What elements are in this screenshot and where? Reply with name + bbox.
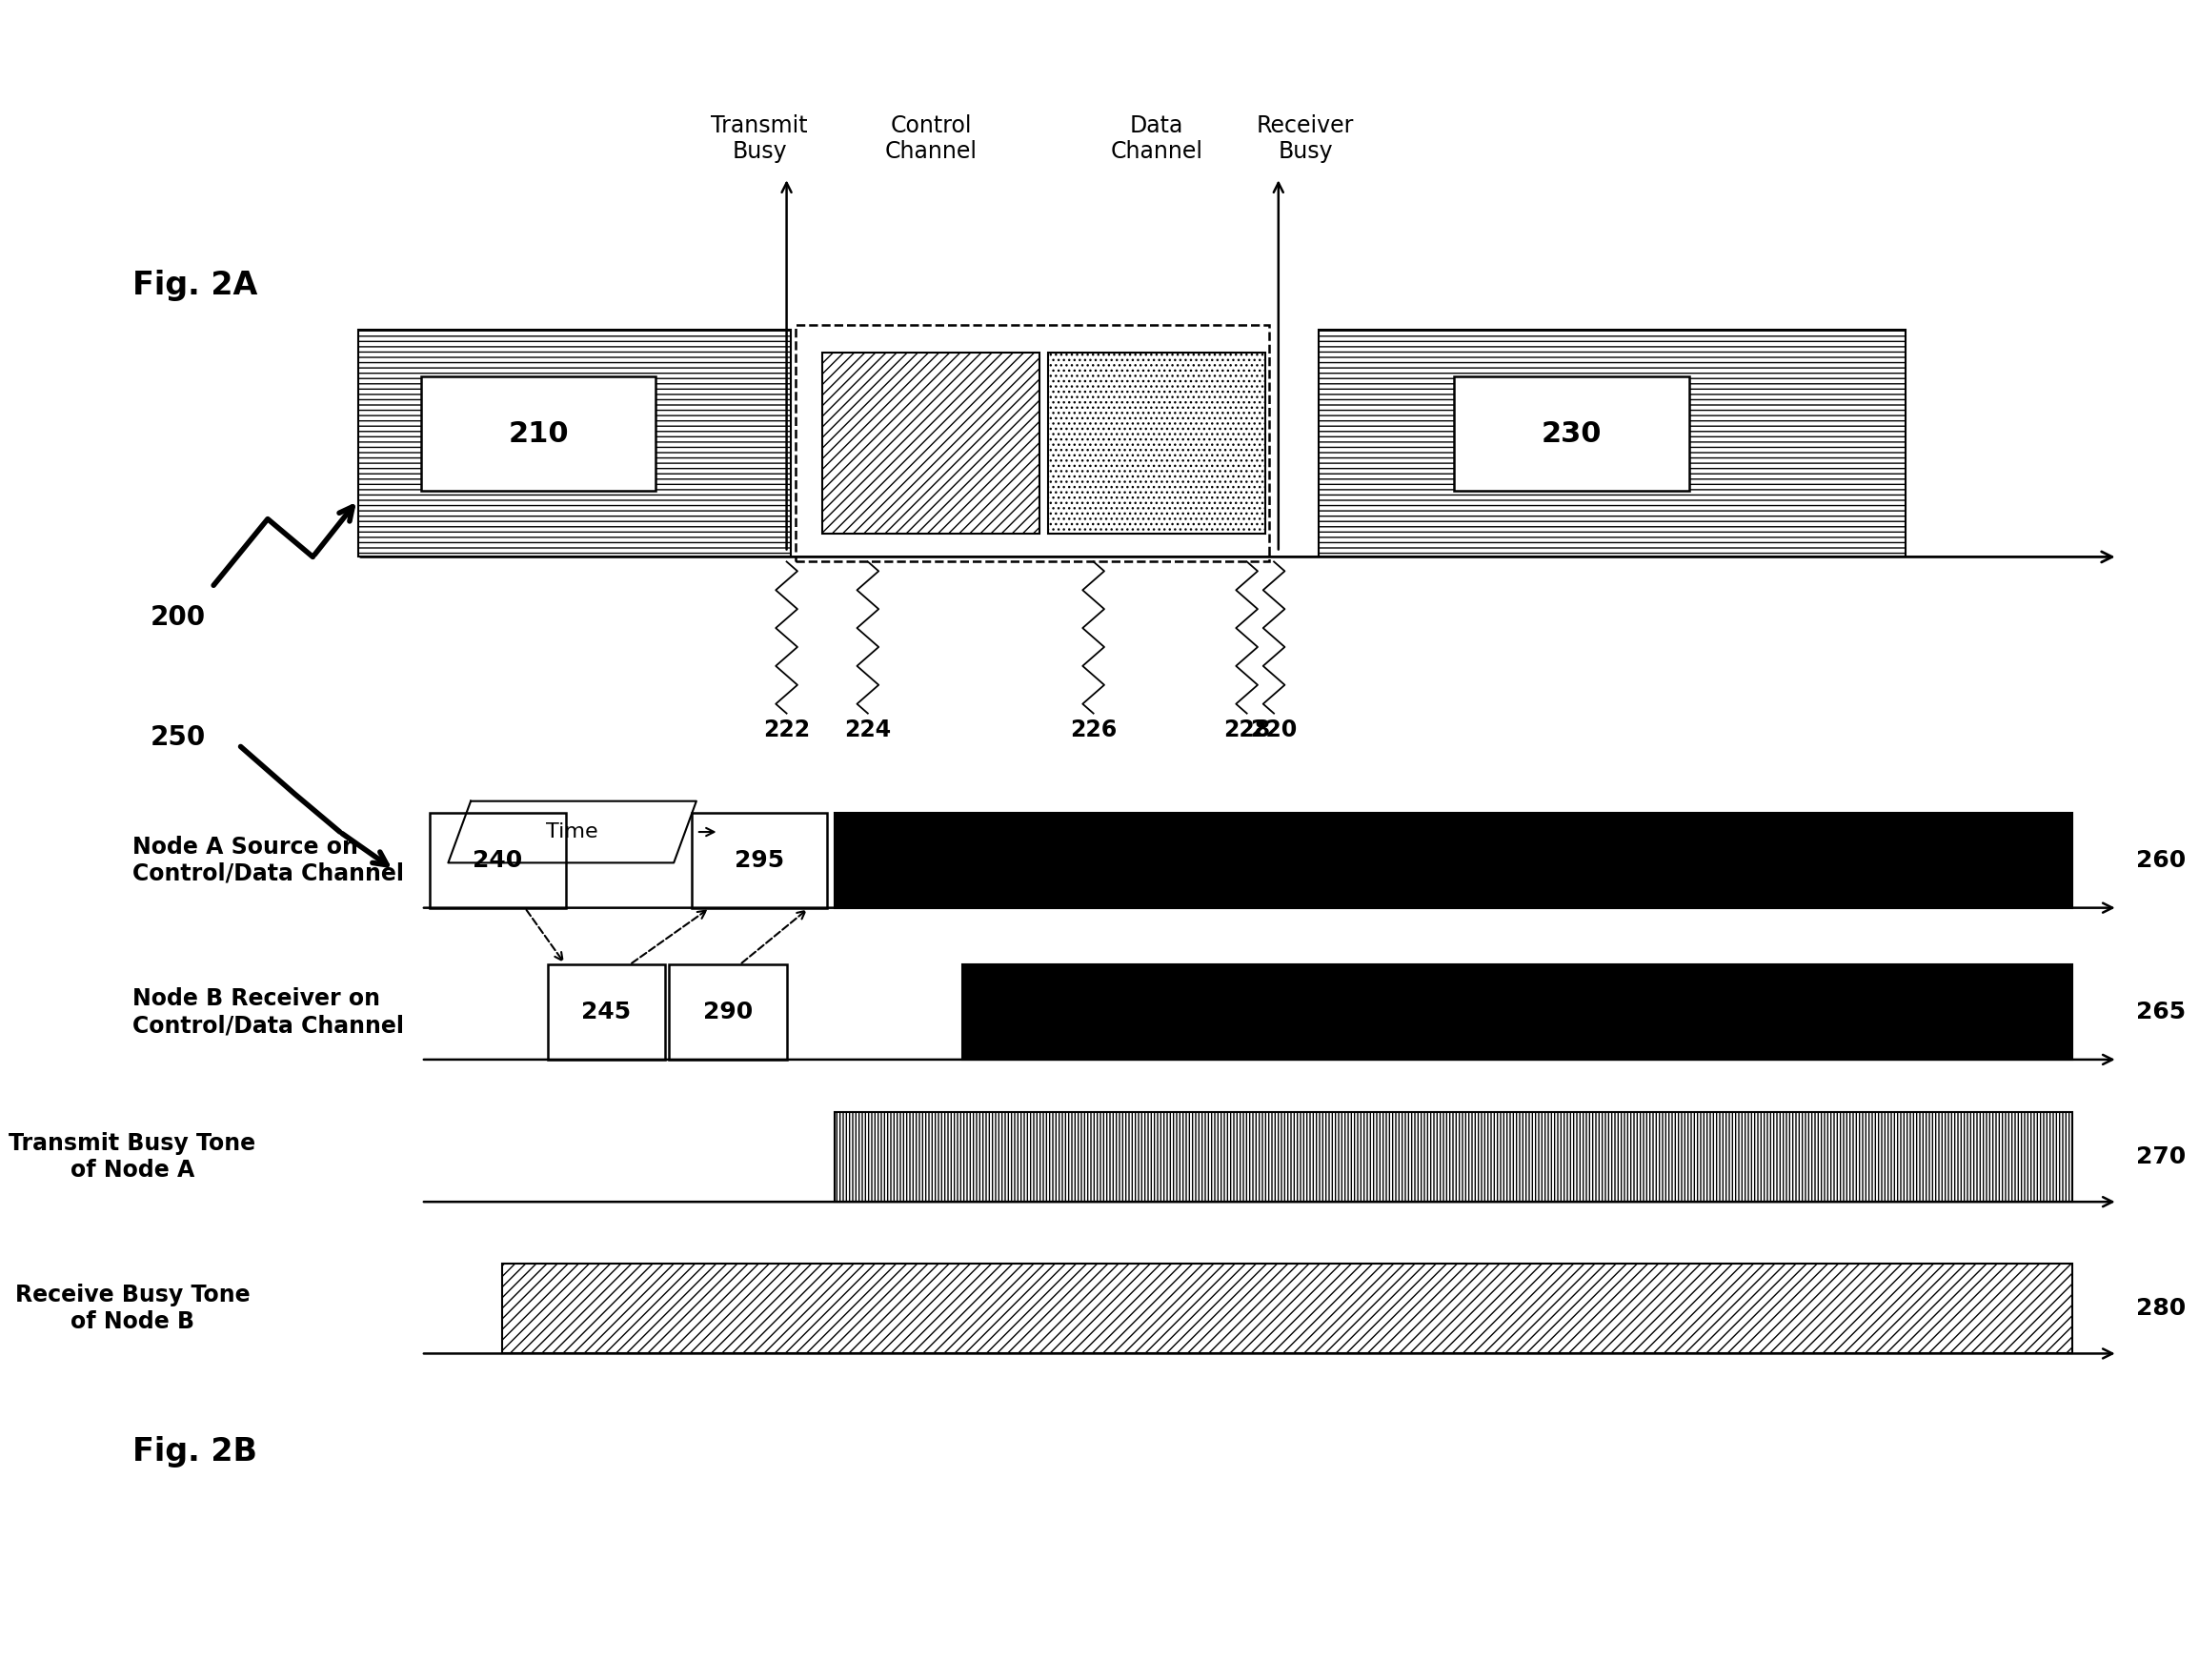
Text: Transmit
Busy: Transmit Busy bbox=[710, 114, 807, 163]
Text: 240: 240 bbox=[473, 848, 523, 872]
Text: 270: 270 bbox=[2135, 1146, 2186, 1168]
Text: Data
Channel: Data Channel bbox=[1110, 114, 1203, 163]
Bar bbox=[822, 353, 1040, 533]
Text: Receive Busy Tone
of Node B: Receive Busy Tone of Node B bbox=[15, 1284, 251, 1334]
Bar bbox=[431, 813, 565, 907]
Bar bbox=[833, 813, 2074, 907]
Text: 226: 226 bbox=[1071, 717, 1117, 741]
Text: 260: 260 bbox=[2135, 848, 2186, 872]
Text: 228: 228 bbox=[1223, 717, 1271, 741]
Text: 230: 230 bbox=[1541, 420, 1601, 447]
Text: Control
Channel: Control Channel bbox=[884, 114, 976, 163]
Text: 250: 250 bbox=[150, 724, 207, 751]
Bar bbox=[1049, 353, 1264, 533]
Text: 295: 295 bbox=[734, 848, 785, 872]
Bar bbox=[422, 376, 655, 491]
Bar bbox=[796, 324, 1269, 561]
Bar bbox=[833, 1112, 2074, 1201]
Text: 224: 224 bbox=[844, 717, 891, 741]
Bar bbox=[358, 329, 792, 556]
Text: Fig. 2B: Fig. 2B bbox=[132, 1436, 257, 1467]
Text: 245: 245 bbox=[581, 1001, 631, 1023]
Bar bbox=[1454, 376, 1689, 491]
Text: Node B Receiver on
Control/Data Channel: Node B Receiver on Control/Data Channel bbox=[132, 988, 405, 1037]
Text: 222: 222 bbox=[763, 717, 809, 741]
Text: 265: 265 bbox=[2135, 1001, 2186, 1023]
Text: 280: 280 bbox=[2135, 1297, 2186, 1320]
Bar bbox=[963, 964, 2074, 1060]
Text: Node A Source on
Control/Data Channel: Node A Source on Control/Data Channel bbox=[132, 835, 405, 885]
Text: 210: 210 bbox=[508, 420, 570, 447]
Text: Fig. 2A: Fig. 2A bbox=[132, 269, 257, 301]
Text: Receiver
Busy: Receiver Busy bbox=[1256, 114, 1355, 163]
Bar bbox=[668, 964, 787, 1060]
Bar bbox=[693, 813, 827, 907]
Bar bbox=[1319, 329, 1907, 556]
Bar bbox=[501, 1263, 2074, 1354]
Text: Transmit Busy Tone
of Node A: Transmit Busy Tone of Node A bbox=[9, 1132, 255, 1181]
Text: 220: 220 bbox=[1251, 717, 1297, 741]
Text: 290: 290 bbox=[704, 1001, 752, 1023]
Bar bbox=[548, 964, 664, 1060]
Text: Time: Time bbox=[545, 823, 598, 842]
Text: 200: 200 bbox=[150, 605, 207, 632]
